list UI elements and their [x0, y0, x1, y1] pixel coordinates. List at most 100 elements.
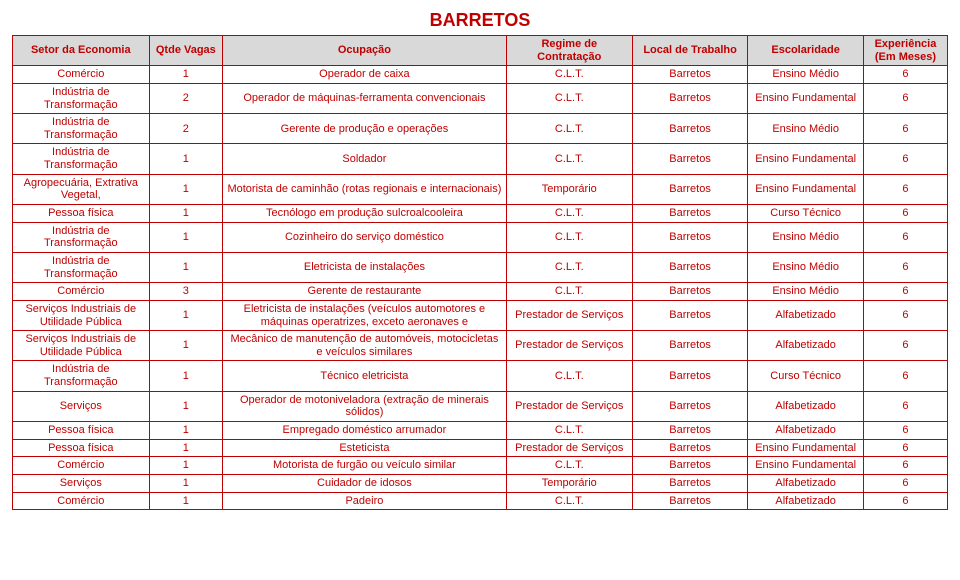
- table-cell: 6: [863, 474, 947, 492]
- table-cell: Barretos: [632, 361, 748, 391]
- table-row: Comércio1Operador de caixaC.L.T.Barretos…: [13, 66, 948, 84]
- jobs-table: Setor da EconomiaQtde VagasOcupaçãoRegim…: [12, 35, 948, 510]
- table-cell: C.L.T.: [506, 205, 632, 223]
- table-cell: 6: [863, 222, 947, 252]
- col-header-2: Ocupação: [223, 36, 507, 66]
- col-header-5: Escolaridade: [748, 36, 864, 66]
- table-cell: Eletricista de instalações (veículos aut…: [223, 300, 507, 330]
- table-cell: Barretos: [632, 144, 748, 174]
- col-header-1: Qtde Vagas: [149, 36, 223, 66]
- table-cell: Eletricista de instalações: [223, 252, 507, 282]
- table-cell: 6: [863, 144, 947, 174]
- table-cell: Prestador de Serviços: [506, 391, 632, 421]
- table-cell: C.L.T.: [506, 83, 632, 113]
- col-header-0: Setor da Economia: [13, 36, 150, 66]
- table-cell: Barretos: [632, 252, 748, 282]
- table-cell: 1: [149, 422, 223, 440]
- table-cell: Comércio: [13, 457, 150, 475]
- table-cell: Alfabetizado: [748, 331, 864, 361]
- table-cell: C.L.T.: [506, 492, 632, 510]
- table-cell: Padeiro: [223, 492, 507, 510]
- table-cell: Barretos: [632, 422, 748, 440]
- table-cell: Ensino Fundamental: [748, 439, 864, 457]
- table-row: Comércio1PadeiroC.L.T.BarretosAlfabetiza…: [13, 492, 948, 510]
- table-cell: Tecnólogo em produção sulcroalcooleira: [223, 205, 507, 223]
- table-cell: C.L.T.: [506, 283, 632, 301]
- table-cell: 6: [863, 331, 947, 361]
- table-cell: Ensino Fundamental: [748, 144, 864, 174]
- table-row: Serviços1Operador de motoniveladora (ext…: [13, 391, 948, 421]
- table-cell: 1: [149, 474, 223, 492]
- table-cell: 1: [149, 66, 223, 84]
- col-header-6: Experiência (Em Meses): [863, 36, 947, 66]
- table-cell: 2: [149, 114, 223, 144]
- table-cell: Curso Técnico: [748, 361, 864, 391]
- table-cell: Motorista de furgão ou veículo similar: [223, 457, 507, 475]
- table-cell: Indústria de Transformação: [13, 114, 150, 144]
- table-cell: Ensino Fundamental: [748, 174, 864, 204]
- table-row: Pessoa física1Empregado doméstico arruma…: [13, 422, 948, 440]
- table-cell: Curso Técnico: [748, 205, 864, 223]
- table-cell: 6: [863, 283, 947, 301]
- table-cell: 2: [149, 83, 223, 113]
- table-cell: Esteticista: [223, 439, 507, 457]
- table-cell: Indústria de Transformação: [13, 252, 150, 282]
- table-cell: C.L.T.: [506, 422, 632, 440]
- table-cell: Serviços Industriais de Utilidade Públic…: [13, 331, 150, 361]
- table-cell: C.L.T.: [506, 222, 632, 252]
- table-row: Indústria de Transformação1SoldadorC.L.T…: [13, 144, 948, 174]
- table-cell: Alfabetizado: [748, 300, 864, 330]
- table-cell: Soldador: [223, 144, 507, 174]
- table-cell: Barretos: [632, 222, 748, 252]
- table-cell: 1: [149, 361, 223, 391]
- table-cell: 1: [149, 205, 223, 223]
- table-cell: 1: [149, 331, 223, 361]
- table-cell: 1: [149, 252, 223, 282]
- table-cell: 6: [863, 391, 947, 421]
- table-cell: Pessoa física: [13, 422, 150, 440]
- table-cell: 1: [149, 457, 223, 475]
- table-cell: Barretos: [632, 114, 748, 144]
- table-cell: Prestador de Serviços: [506, 439, 632, 457]
- table-cell: C.L.T.: [506, 252, 632, 282]
- table-cell: 1: [149, 174, 223, 204]
- table-cell: Alfabetizado: [748, 492, 864, 510]
- table-row: Indústria de Transformação2Gerente de pr…: [13, 114, 948, 144]
- col-header-4: Local de Trabalho: [632, 36, 748, 66]
- table-cell: Alfabetizado: [748, 422, 864, 440]
- col-header-3: Regime de Contratação: [506, 36, 632, 66]
- table-cell: Gerente de restaurante: [223, 283, 507, 301]
- table-row: Comércio3Gerente de restauranteC.L.T.Bar…: [13, 283, 948, 301]
- table-cell: Serviços Industriais de Utilidade Públic…: [13, 300, 150, 330]
- table-cell: Operador de motoniveladora (extração de …: [223, 391, 507, 421]
- table-cell: Comércio: [13, 492, 150, 510]
- table-cell: Barretos: [632, 83, 748, 113]
- table-cell: Indústria de Transformação: [13, 361, 150, 391]
- table-cell: Operador de máquinas-ferramenta convenci…: [223, 83, 507, 113]
- table-cell: Temporário: [506, 174, 632, 204]
- table-cell: Temporário: [506, 474, 632, 492]
- table-cell: Comércio: [13, 283, 150, 301]
- table-cell: 3: [149, 283, 223, 301]
- table-cell: Barretos: [632, 391, 748, 421]
- table-cell: Técnico eletricista: [223, 361, 507, 391]
- table-cell: C.L.T.: [506, 457, 632, 475]
- table-cell: Agropecuária, Extrativa Vegetal,: [13, 174, 150, 204]
- table-cell: Motorista de caminhão (rotas regionais e…: [223, 174, 507, 204]
- table-cell: 1: [149, 144, 223, 174]
- table-row: Serviços Industriais de Utilidade Públic…: [13, 300, 948, 330]
- table-cell: Pessoa física: [13, 439, 150, 457]
- table-cell: 6: [863, 205, 947, 223]
- table-cell: Ensino Fundamental: [748, 83, 864, 113]
- table-cell: 6: [863, 457, 947, 475]
- table-cell: Serviços: [13, 391, 150, 421]
- table-row: Pessoa física1Tecnólogo em produção sulc…: [13, 205, 948, 223]
- table-body: Comércio1Operador de caixaC.L.T.Barretos…: [13, 66, 948, 510]
- table-cell: 6: [863, 492, 947, 510]
- table-cell: 6: [863, 66, 947, 84]
- table-cell: 6: [863, 114, 947, 144]
- table-cell: Empregado doméstico arrumador: [223, 422, 507, 440]
- table-cell: 1: [149, 391, 223, 421]
- table-cell: Alfabetizado: [748, 474, 864, 492]
- table-cell: Barretos: [632, 283, 748, 301]
